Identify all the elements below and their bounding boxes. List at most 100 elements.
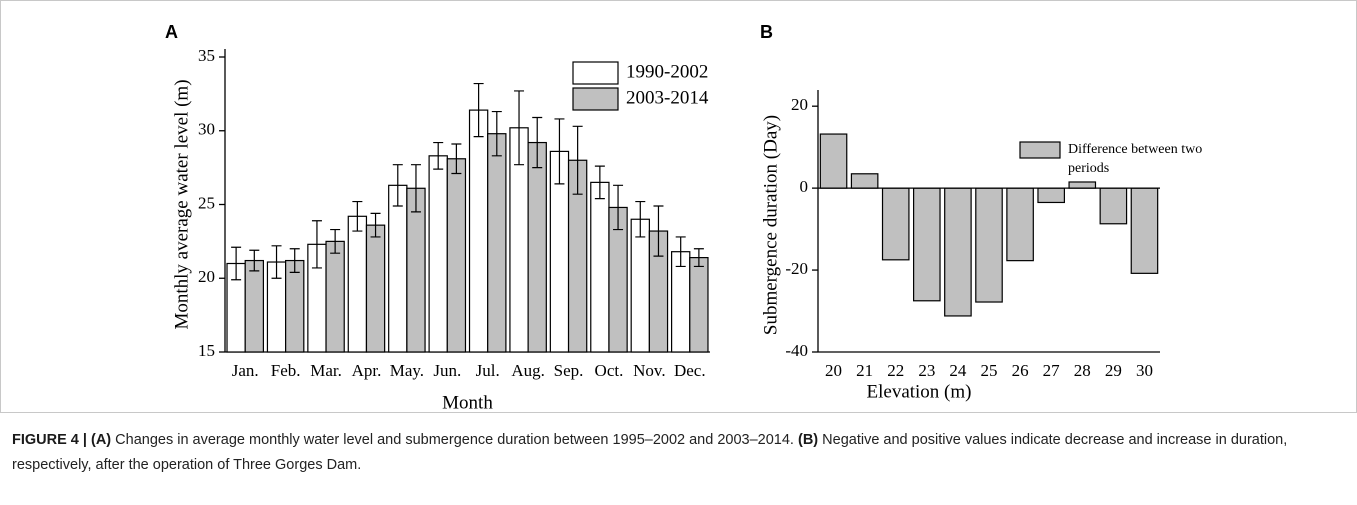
error-bar	[410, 164, 421, 213]
legend-swatch	[1019, 141, 1061, 159]
legend-label: 2003-2014	[626, 87, 709, 108]
bar	[285, 259, 305, 353]
legend-swatch	[572, 87, 619, 111]
bar	[975, 187, 1003, 303]
bar	[1130, 187, 1159, 274]
x-tick-label: Mar.	[310, 361, 342, 380]
x-tick-label: 27	[1043, 361, 1061, 380]
error-bar	[311, 220, 322, 269]
bar	[944, 187, 972, 317]
caption-a-text: Changes in average monthly water level a…	[115, 432, 794, 448]
error-bar	[370, 212, 381, 238]
x-tick-label: 26	[1012, 361, 1029, 380]
x-tick-label: Apr.	[352, 361, 382, 380]
y-tick-label: -20	[785, 259, 808, 278]
x-tick-label: 29	[1105, 361, 1122, 380]
error-bar	[594, 165, 605, 200]
error-bar	[653, 205, 664, 257]
bar	[388, 184, 408, 353]
x-tick-label: 25	[981, 361, 998, 380]
y-axis-label: Monthly average water level (m)	[171, 79, 192, 329]
error-bar	[572, 125, 583, 195]
panel-label: B	[760, 22, 773, 42]
error-bar	[554, 118, 565, 185]
bar	[428, 155, 448, 353]
bar	[487, 133, 507, 353]
bar	[819, 133, 848, 189]
y-tick-label: 0	[800, 177, 809, 196]
error-bar	[330, 228, 341, 254]
error-bar	[693, 248, 704, 268]
x-tick-label: Jul.	[476, 361, 500, 380]
x-tick-label: Nov.	[633, 361, 665, 380]
legend-label: Difference between two periods	[1068, 142, 1203, 176]
y-tick-label: 25	[198, 193, 215, 212]
bar	[881, 187, 910, 261]
bar	[1006, 187, 1034, 262]
x-tick-label: 20	[825, 361, 842, 380]
x-tick-label: Sep.	[554, 361, 584, 380]
y-axis-label: Submergence duration (Day)	[760, 115, 781, 335]
error-bar	[532, 116, 543, 169]
x-tick-label: 28	[1074, 361, 1091, 380]
x-tick-label: 30	[1136, 361, 1153, 380]
x-tick-label: Oct.	[595, 361, 624, 380]
error-bar	[352, 200, 363, 232]
y-tick-label: -40	[785, 341, 808, 360]
x-tick-label: 22	[887, 361, 904, 380]
legend-swatch	[572, 61, 619, 85]
caption-b-text: Negative and positive values indicate de…	[12, 432, 1288, 473]
bar	[590, 181, 610, 353]
x-tick-label: Dec.	[674, 361, 706, 380]
error-bar	[514, 90, 525, 166]
error-bar	[392, 164, 403, 207]
error-bar	[473, 82, 484, 138]
y-tick-label: 30	[198, 120, 215, 139]
x-axis-label: Month	[442, 392, 493, 413]
y-tick-label: 20	[791, 95, 808, 114]
bar	[1037, 187, 1065, 204]
x-tick-label: Jan.	[232, 361, 259, 380]
bar	[850, 173, 879, 189]
figure-label: FIGURE 4 |	[12, 432, 87, 448]
x-tick-label: May.	[390, 361, 424, 380]
error-bar	[249, 249, 260, 272]
bar	[406, 187, 426, 353]
bar	[1068, 181, 1097, 189]
y-tick-label: 15	[198, 341, 215, 360]
x-tick-label: Feb.	[271, 361, 301, 380]
figure: A 15 20 25 30 35 Jan. Feb. Mar. Apr. May. Jun. Jul. A…	[0, 0, 1357, 413]
y-tick-label: 20	[198, 267, 215, 286]
error-bar	[613, 184, 624, 231]
x-tick-label: Aug.	[511, 361, 545, 380]
caption-b-label: (B)	[797, 432, 819, 448]
legend-label: 1990-2002	[626, 61, 708, 82]
caption: FIGURE 4 | (A) Changes in average monthl…	[12, 428, 1342, 478]
bar	[365, 224, 386, 353]
error-bar	[271, 245, 282, 279]
error-bar	[491, 110, 502, 157]
x-tick-label: 21	[856, 361, 873, 380]
error-bar	[675, 236, 686, 268]
bar	[446, 158, 467, 353]
x-tick-label: Jun.	[433, 361, 461, 380]
x-axis-label: Elevation (m)	[867, 381, 972, 402]
caption-a-label: (A)	[91, 432, 112, 448]
bar	[347, 215, 368, 353]
error-bar	[451, 143, 462, 175]
bar	[689, 257, 709, 353]
bar	[913, 187, 941, 302]
error-bar	[433, 141, 444, 170]
bar	[1099, 187, 1128, 225]
bar	[527, 141, 547, 353]
error-bar	[635, 200, 646, 238]
panel-label: A	[165, 22, 178, 42]
bar	[630, 218, 650, 353]
bar	[244, 259, 264, 353]
y-tick-label: 35	[198, 46, 215, 65]
x-tick-label: 23	[918, 361, 935, 380]
x-tick-label: 24	[949, 361, 967, 380]
bar	[468, 109, 489, 353]
bar	[325, 240, 345, 353]
